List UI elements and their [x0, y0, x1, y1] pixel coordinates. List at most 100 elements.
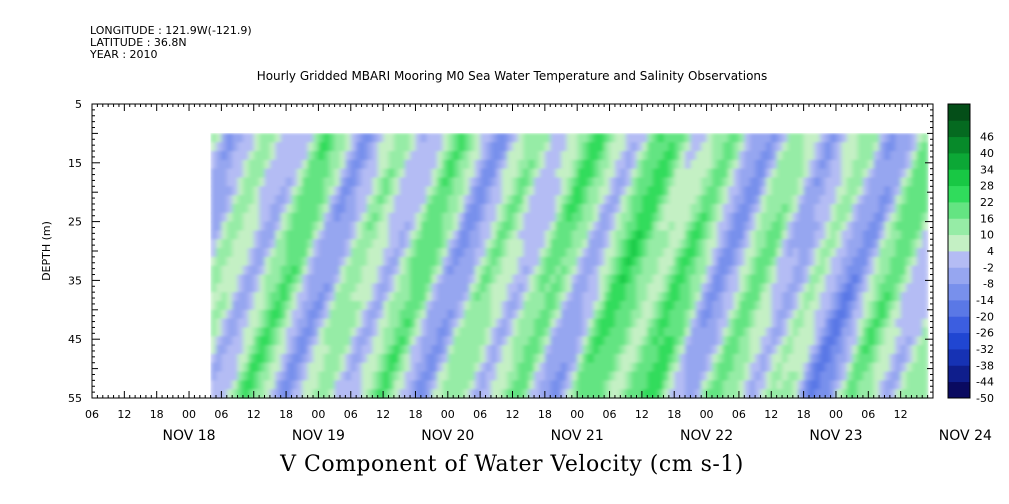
heatmap-cell: [792, 142, 799, 152]
heatmap-cell: [485, 389, 492, 399]
heatmap-cell: [668, 292, 675, 302]
heatmap-cell: [232, 248, 239, 258]
heatmap-cell: [587, 353, 594, 364]
heatmap-cell: [437, 203, 444, 214]
heatmap-cell: [884, 151, 891, 161]
colorbar-label: -8: [983, 278, 994, 291]
heatmap-cell: [852, 309, 859, 320]
heatmap-cell: [269, 265, 276, 276]
heatmap-cell: [334, 336, 341, 346]
heatmap-cell: [641, 203, 648, 214]
heatmap-cell: [410, 318, 417, 329]
heatmap-cell: [587, 203, 594, 214]
heatmap-cell: [210, 133, 217, 143]
heatmap-cell: [226, 186, 233, 196]
heatmap-cell: [221, 186, 228, 196]
heatmap-cell: [323, 151, 330, 161]
heatmap-cell: [922, 186, 929, 196]
heatmap-cell: [895, 265, 902, 276]
heatmap-cell: [690, 265, 697, 276]
heatmap-cell: [668, 318, 675, 329]
heatmap-cell: [825, 221, 832, 232]
heatmap-cell: [517, 292, 524, 302]
heatmap-cell: [561, 230, 568, 240]
heatmap-cell: [544, 133, 551, 143]
heatmap-cell: [507, 186, 514, 196]
heatmap-cell: [685, 142, 691, 152]
heatmap-cell: [345, 133, 352, 143]
heatmap-cell: [496, 380, 503, 390]
heatmap-cell: [453, 274, 460, 284]
heatmap-cell: [458, 256, 465, 267]
heatmap-cell: [463, 389, 470, 399]
heatmap-cell: [647, 353, 654, 364]
heatmap-cell: [916, 133, 923, 143]
heatmap-cell: [771, 203, 778, 214]
heatmap-cell: [852, 274, 859, 284]
heatmap-cell: [809, 142, 815, 152]
heatmap-cell: [215, 142, 222, 152]
heatmap-cell: [215, 292, 222, 302]
heatmap-cell: [641, 371, 648, 381]
heatmap-cell: [523, 265, 530, 276]
heatmap-cell: [361, 345, 368, 355]
heatmap-cell: [674, 345, 681, 355]
heatmap-cell: [609, 177, 616, 187]
heatmap-cell: [555, 221, 562, 232]
x-hour-label: 18: [797, 408, 811, 421]
heatmap-cell: [663, 274, 670, 284]
heatmap-cell: [237, 274, 244, 284]
heatmap-cell: [242, 159, 249, 170]
heatmap-cell: [695, 195, 702, 205]
heatmap-cell: [841, 256, 848, 267]
heatmap-cell: [399, 318, 406, 329]
heatmap-cell: [566, 389, 573, 399]
heatmap-cell: [399, 230, 406, 240]
heatmap-cell: [350, 151, 357, 161]
heatmap-cell: [318, 327, 325, 337]
heatmap-cell: [431, 186, 438, 196]
heatmap-cell: [323, 371, 330, 381]
heatmap-cell: [528, 151, 535, 161]
heatmap-cell: [490, 248, 497, 258]
heatmap-cell: [749, 327, 756, 337]
heatmap-cell: [221, 309, 228, 320]
heatmap-cell: [420, 142, 427, 152]
heatmap-cell: [862, 195, 869, 205]
heatmap-cell: [339, 142, 346, 152]
heatmap-cell: [814, 389, 821, 399]
heatmap-cell: [782, 256, 789, 267]
heatmap-cell: [711, 168, 718, 179]
heatmap-cell: [830, 256, 837, 267]
heatmap-cell: [286, 362, 293, 373]
heatmap-cell: [490, 309, 497, 320]
heatmap-cell: [798, 389, 805, 399]
heatmap-cell: [507, 265, 514, 276]
heatmap-cell: [798, 203, 805, 214]
chart-xlabel: V Component of Water Velocity (cm s-1): [280, 452, 744, 477]
heatmap-cell: [420, 248, 427, 258]
heatmap-cell: [469, 248, 476, 258]
heatmap-cell: [248, 133, 255, 143]
heatmap-cell: [463, 248, 470, 258]
heatmap-cell: [922, 177, 929, 187]
heatmap-cell: [852, 336, 859, 346]
heatmap-cell: [668, 230, 675, 240]
heatmap-cell: [889, 203, 896, 214]
heatmap-cell: [496, 345, 503, 355]
heatmap-cell: [577, 265, 584, 276]
heatmap-cell: [496, 168, 503, 179]
heatmap-cell: [722, 159, 729, 170]
heatmap-cell: [679, 248, 686, 258]
heatmap-cell: [889, 309, 896, 320]
heatmap-cell: [490, 327, 497, 337]
heatmap-cell: [253, 345, 260, 355]
heatmap-cell: [350, 142, 357, 152]
x-hour-label: 18: [408, 408, 422, 421]
heatmap-cell: [884, 389, 891, 399]
heatmap-cell: [825, 168, 832, 179]
heatmap-cell: [744, 221, 751, 232]
heatmap-cell: [900, 362, 907, 373]
heatmap-cell: [787, 177, 794, 187]
heatmap-cell: [604, 283, 611, 293]
